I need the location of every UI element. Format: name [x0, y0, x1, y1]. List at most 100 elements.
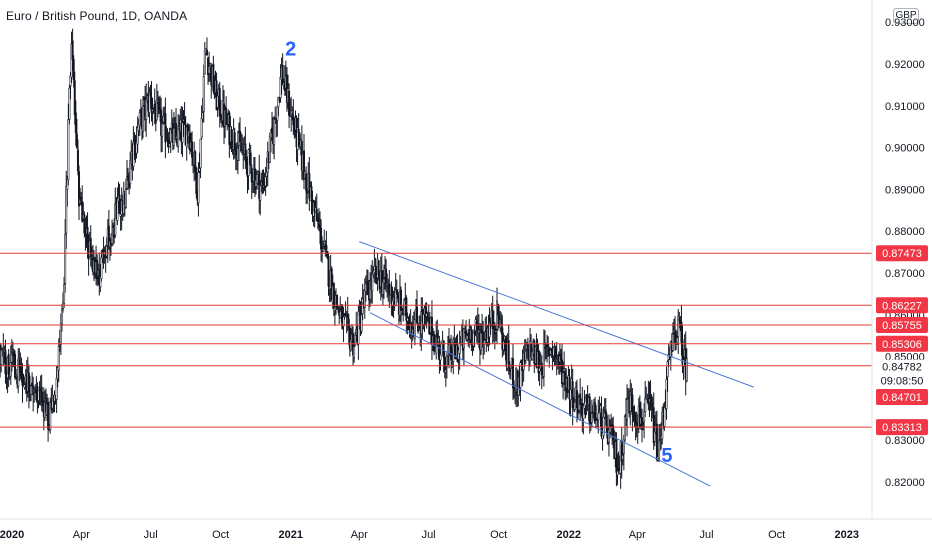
candle-452	[479, 323, 482, 356]
candle-382	[405, 295, 408, 334]
candle-314	[332, 282, 335, 317]
candle-218	[230, 126, 233, 153]
candle-280	[296, 117, 299, 166]
candle-258	[273, 115, 276, 160]
candle-195	[205, 37, 208, 56]
candle-372	[394, 272, 397, 307]
candle-368	[390, 281, 393, 316]
candle-328	[347, 313, 350, 345]
y-tick-label: 0.89000	[885, 184, 925, 196]
svg-text:0.85306: 0.85306	[882, 339, 922, 351]
candle-111	[116, 187, 119, 225]
candle-192	[202, 64, 205, 123]
candle-138	[145, 83, 148, 137]
candle-556	[590, 399, 593, 428]
time-axis[interactable]: 2020 Apr Jul Oct 2021 Apr Jul Oct 2022 Apr Jul Oct 2…	[0, 529, 859, 541]
y-tick-label: 0.92000	[885, 59, 925, 71]
candle-181	[191, 131, 194, 166]
svg-text:0.84782: 0.84782	[882, 362, 922, 374]
candle-325	[344, 301, 347, 317]
y-tick-label: 0.91000	[885, 101, 925, 113]
candle-592	[629, 379, 632, 426]
price-axis[interactable]: 0.820000.830000.840000.850000.860000.870…	[885, 17, 925, 489]
candle-22	[21, 363, 24, 403]
candle-536	[569, 388, 572, 417]
candle-64	[66, 175, 69, 207]
channel-line-0[interactable]	[359, 241, 754, 388]
channel-lines	[359, 241, 754, 487]
candle-572	[607, 414, 610, 457]
candle-71	[73, 71, 76, 125]
candle-565	[600, 396, 603, 440]
candle-70	[72, 55, 75, 88]
wave-label-1: 5	[661, 445, 672, 467]
candle-190	[200, 105, 203, 140]
candle-516	[548, 346, 551, 368]
candle-350	[371, 260, 374, 304]
candle-482	[511, 343, 514, 400]
candle-529	[562, 361, 565, 400]
candle-113	[118, 183, 121, 214]
candle-634	[674, 316, 677, 351]
candle-587	[623, 414, 626, 442]
candle-201	[212, 55, 215, 95]
candle-150	[157, 96, 160, 114]
candle-296	[313, 200, 316, 228]
candle-259	[274, 106, 277, 124]
candle-62	[64, 219, 67, 293]
currency-button[interactable]: GBP	[893, 8, 919, 24]
svg-text:0.85755: 0.85755	[882, 320, 922, 332]
candle-416	[441, 330, 444, 343]
x-tick-label: 2021	[279, 529, 303, 541]
candle-288	[305, 166, 308, 204]
candle-46	[47, 397, 50, 442]
candle-179	[188, 124, 191, 155]
candle-103	[107, 210, 110, 250]
candle-422	[448, 328, 451, 369]
candle-602	[639, 401, 642, 430]
candle-28	[27, 364, 30, 409]
candle-320	[339, 296, 342, 319]
candle-81	[84, 217, 87, 251]
countdown-label: 09:08:50	[881, 376, 924, 388]
wave-label-0: 2	[285, 39, 296, 61]
candle-597	[634, 411, 637, 441]
candle-109	[114, 187, 117, 238]
channel-line-1[interactable]	[369, 312, 711, 487]
horizontal-levels	[0, 252, 872, 428]
candle-489	[519, 360, 522, 402]
candle-94	[98, 252, 101, 296]
candle-317	[336, 294, 339, 310]
candle-609	[647, 380, 650, 411]
candle-61	[63, 276, 66, 308]
candle-30	[30, 384, 33, 402]
candle-248	[262, 169, 265, 194]
price-labels: 0.87473 0.86227 0.85755 0.85306 0.83313 0.847…	[876, 245, 930, 436]
candle-231	[244, 126, 247, 169]
y-tick-label: 0.93000	[885, 17, 925, 29]
candle-463	[491, 295, 494, 344]
y-tick-label: 0.88000	[885, 226, 925, 238]
candle-633	[672, 318, 675, 343]
candle-236	[249, 144, 252, 174]
candle-174	[183, 102, 186, 125]
candle-123	[129, 151, 132, 189]
candle-540	[573, 387, 576, 413]
svg-text:0.83313: 0.83313	[882, 422, 922, 434]
candle-33	[33, 386, 36, 403]
candle-390	[413, 310, 416, 346]
x-tick-label: 2022	[556, 529, 580, 541]
candle-164	[172, 112, 175, 150]
svg-text:0.86227: 0.86227	[882, 300, 922, 312]
candle-221	[233, 127, 236, 159]
candle-54	[55, 365, 58, 414]
level-price-tag-1: 0.86227	[876, 297, 928, 314]
candle-302	[320, 219, 323, 262]
candle-144	[151, 97, 154, 126]
candle-208	[219, 99, 222, 123]
candle-240	[253, 157, 256, 198]
candle-346	[366, 269, 369, 295]
candle-166	[175, 108, 178, 143]
candle-324	[343, 312, 346, 320]
